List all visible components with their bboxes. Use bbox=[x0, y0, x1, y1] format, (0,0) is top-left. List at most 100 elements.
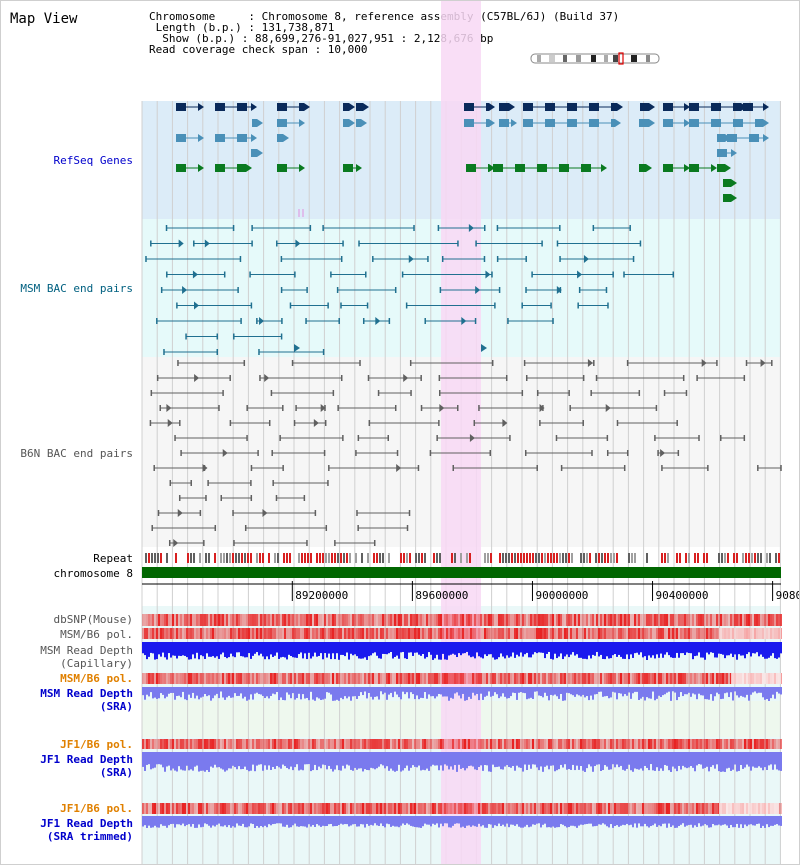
read-depth-bar bbox=[278, 752, 280, 768]
repeat-block bbox=[769, 553, 771, 563]
track-label-chromosome[interactable]: chromosome 8 bbox=[53, 567, 133, 580]
polymorphism-cell bbox=[430, 673, 432, 684]
read-depth-bar bbox=[218, 687, 220, 699]
read-depth-bar bbox=[262, 687, 264, 696]
polymorphism-cell bbox=[280, 614, 282, 626]
polymorphism-cell bbox=[652, 803, 654, 814]
read-depth-bar bbox=[638, 687, 640, 701]
polymorphism-cell bbox=[252, 739, 254, 749]
track-label-msm-bac[interactable]: MSM BAC end pairs bbox=[20, 282, 133, 295]
read-depth-bar bbox=[334, 752, 336, 770]
polymorphism-cell bbox=[300, 628, 302, 639]
read-depth-bar bbox=[232, 816, 234, 827]
read-depth-bar bbox=[780, 752, 782, 771]
read-depth-bar bbox=[688, 816, 690, 825]
read-depth-bar bbox=[280, 687, 282, 698]
polymorphism-cell bbox=[372, 739, 374, 749]
polymorphism-cell bbox=[654, 673, 656, 684]
read-depth-bar bbox=[764, 642, 766, 659]
polymorphism-cell bbox=[358, 628, 360, 639]
polymorphism-cell bbox=[288, 614, 290, 626]
polymorphism-cell bbox=[664, 673, 666, 684]
read-depth-bar bbox=[772, 642, 774, 654]
polymorphism-cell bbox=[638, 739, 640, 749]
track-label-msm-depth-capillary[interactable]: MSM Read Depth (Capillary) bbox=[40, 644, 133, 670]
read-depth-bar bbox=[558, 752, 560, 770]
track-label-jf1-depth-sra-trimmed[interactable]: JF1 Read Depth (SRA trimmed) bbox=[40, 817, 133, 843]
polymorphism-cell bbox=[608, 628, 610, 639]
polymorphism-cell bbox=[376, 614, 378, 626]
read-depth-bar bbox=[380, 816, 382, 824]
polymorphism-cell bbox=[592, 739, 594, 749]
polymorphism-cell bbox=[518, 739, 520, 749]
read-depth-bar bbox=[642, 642, 644, 658]
read-depth-bar bbox=[154, 687, 156, 698]
polymorphism-cell bbox=[716, 739, 718, 749]
polymorphism-cell bbox=[322, 628, 324, 639]
read-depth-bar bbox=[402, 752, 404, 771]
gene-strand-arrow bbox=[601, 164, 607, 172]
read-depth-bar bbox=[770, 642, 772, 656]
read-depth-bar bbox=[218, 816, 220, 824]
track-label-repeat[interactable]: Repeat bbox=[93, 552, 133, 565]
read-depth-bar bbox=[320, 752, 322, 769]
polymorphism-cell bbox=[486, 739, 488, 749]
polymorphism-cell bbox=[616, 803, 618, 814]
polymorphism-cell bbox=[380, 673, 382, 684]
read-depth-bar bbox=[186, 752, 188, 766]
track-label-msm-depth-sra[interactable]: MSM Read Depth (SRA) bbox=[40, 687, 133, 713]
read-depth-bar bbox=[608, 816, 610, 828]
read-depth-bar bbox=[388, 816, 390, 825]
read-depth-bar bbox=[622, 687, 624, 697]
polymorphism-cell bbox=[462, 628, 464, 639]
polymorphism-cell bbox=[366, 739, 368, 749]
read-depth-bar bbox=[682, 687, 684, 697]
read-depth-bar bbox=[286, 752, 288, 768]
polymorphism-cell bbox=[652, 739, 654, 749]
polymorphism-cell bbox=[430, 739, 432, 749]
track-label-jf1b6-pol[interactable]: JF1/B6 pol. bbox=[60, 738, 133, 751]
polymorphism-cell bbox=[580, 614, 582, 626]
read-depth-bar bbox=[174, 816, 176, 828]
read-depth-bar bbox=[186, 642, 188, 658]
track-label-refseq[interactable]: RefSeq Genes bbox=[53, 154, 133, 167]
polymorphism-cell bbox=[412, 739, 414, 749]
polymorphism-cell bbox=[224, 628, 226, 639]
read-depth-bar bbox=[246, 687, 248, 701]
polymorphism-cell bbox=[172, 628, 174, 639]
read-depth-bar bbox=[694, 752, 696, 772]
track-label-jf1b6-pol-trimmed[interactable]: JF1/B6 pol. bbox=[60, 802, 133, 815]
polymorphism-cell bbox=[432, 673, 434, 684]
polymorphism-cell bbox=[284, 739, 286, 749]
polymorphism-cell bbox=[478, 673, 480, 684]
read-depth-bar bbox=[386, 642, 388, 655]
read-depth-bar bbox=[588, 752, 590, 765]
track-label-dbsnp[interactable]: dbSNP(Mouse) bbox=[53, 613, 133, 626]
info-length: Length (b.p.) : 131,738,871 bbox=[149, 21, 335, 34]
track-label-msmb6-pol-sra[interactable]: MSM/B6 pol. bbox=[60, 672, 133, 685]
polymorphism-cell bbox=[156, 614, 158, 626]
read-depth-bar bbox=[678, 816, 680, 827]
read-depth-bar bbox=[524, 642, 526, 655]
read-depth-bar bbox=[368, 642, 370, 657]
track-label-jf1-depth-sra[interactable]: JF1 Read Depth (SRA) bbox=[40, 753, 133, 779]
read-depth-bar bbox=[252, 687, 254, 700]
polymorphism-cell bbox=[300, 803, 302, 814]
repeat-block bbox=[250, 553, 252, 563]
read-depth-bar bbox=[666, 687, 668, 693]
read-depth-bar bbox=[224, 687, 226, 700]
read-depth-bar bbox=[416, 687, 418, 696]
polymorphism-cell bbox=[456, 614, 458, 626]
polymorphism-cell bbox=[354, 673, 356, 684]
read-depth-bar bbox=[308, 642, 310, 653]
polymorphism-cell bbox=[538, 673, 540, 684]
polymorphism-cell bbox=[462, 803, 464, 814]
track-label-b6n-bac[interactable]: B6N BAC end pairs bbox=[20, 447, 133, 460]
polymorphism-cell bbox=[634, 614, 636, 626]
polymorphism-cell bbox=[448, 628, 450, 639]
track-label-msmb6-pol-cap[interactable]: MSM/B6 pol. bbox=[60, 628, 133, 641]
polymorphism-cell bbox=[144, 614, 146, 626]
repeat-block bbox=[748, 553, 750, 563]
